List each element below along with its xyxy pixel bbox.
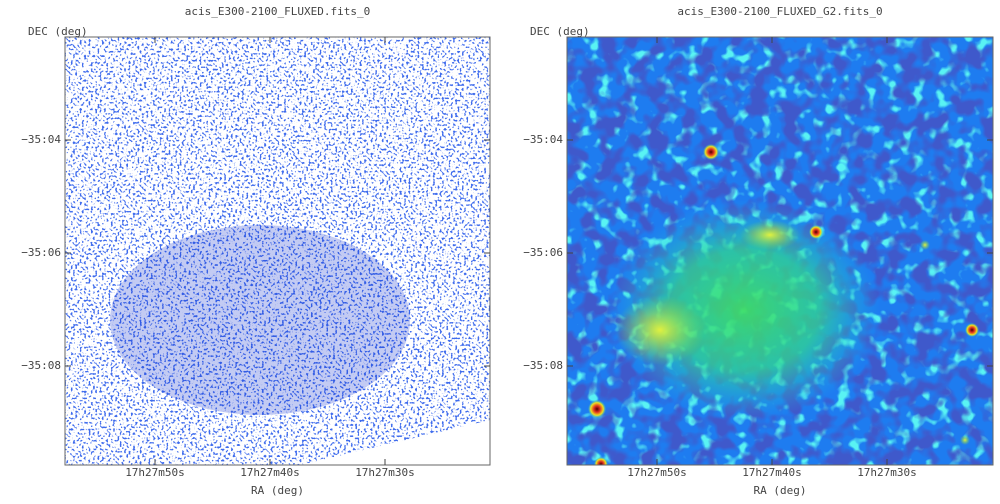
y-tick-label: −35:04 <box>21 133 61 146</box>
y-tick-label: −35:06 <box>21 246 61 259</box>
frame <box>64 36 491 466</box>
y-tick-label: −35:08 <box>523 359 563 372</box>
y-tick-label: −35:04 <box>523 133 563 146</box>
x-tick-label: 17h27m50s <box>125 466 185 479</box>
x-tick-label: 17h27m40s <box>742 466 802 479</box>
x-tick-label: 17h27m50s <box>627 466 687 479</box>
x-tick-label: 17h27m40s <box>240 466 300 479</box>
y-tick-label: −35:08 <box>21 359 61 372</box>
y-axis-label: DEC (deg) <box>530 25 590 38</box>
x-axis-label: RA (deg) <box>251 484 304 497</box>
panel-title: acis_E300-2100_FLUXED.fits_0 <box>185 5 370 18</box>
panel-title: acis_E300-2100_FLUXED_G2.fits_0 <box>677 5 882 18</box>
y-tick-label: −35:06 <box>523 246 563 259</box>
image-smoothed <box>567 37 993 465</box>
x-tick-label: 17h27m30s <box>355 466 415 479</box>
image-raw <box>65 37 490 465</box>
frame <box>566 36 994 466</box>
x-tick-label: 17h27m30s <box>857 466 917 479</box>
y-axis-label: DEC (deg) <box>28 25 88 38</box>
x-axis-label: RA (deg) <box>754 484 807 497</box>
